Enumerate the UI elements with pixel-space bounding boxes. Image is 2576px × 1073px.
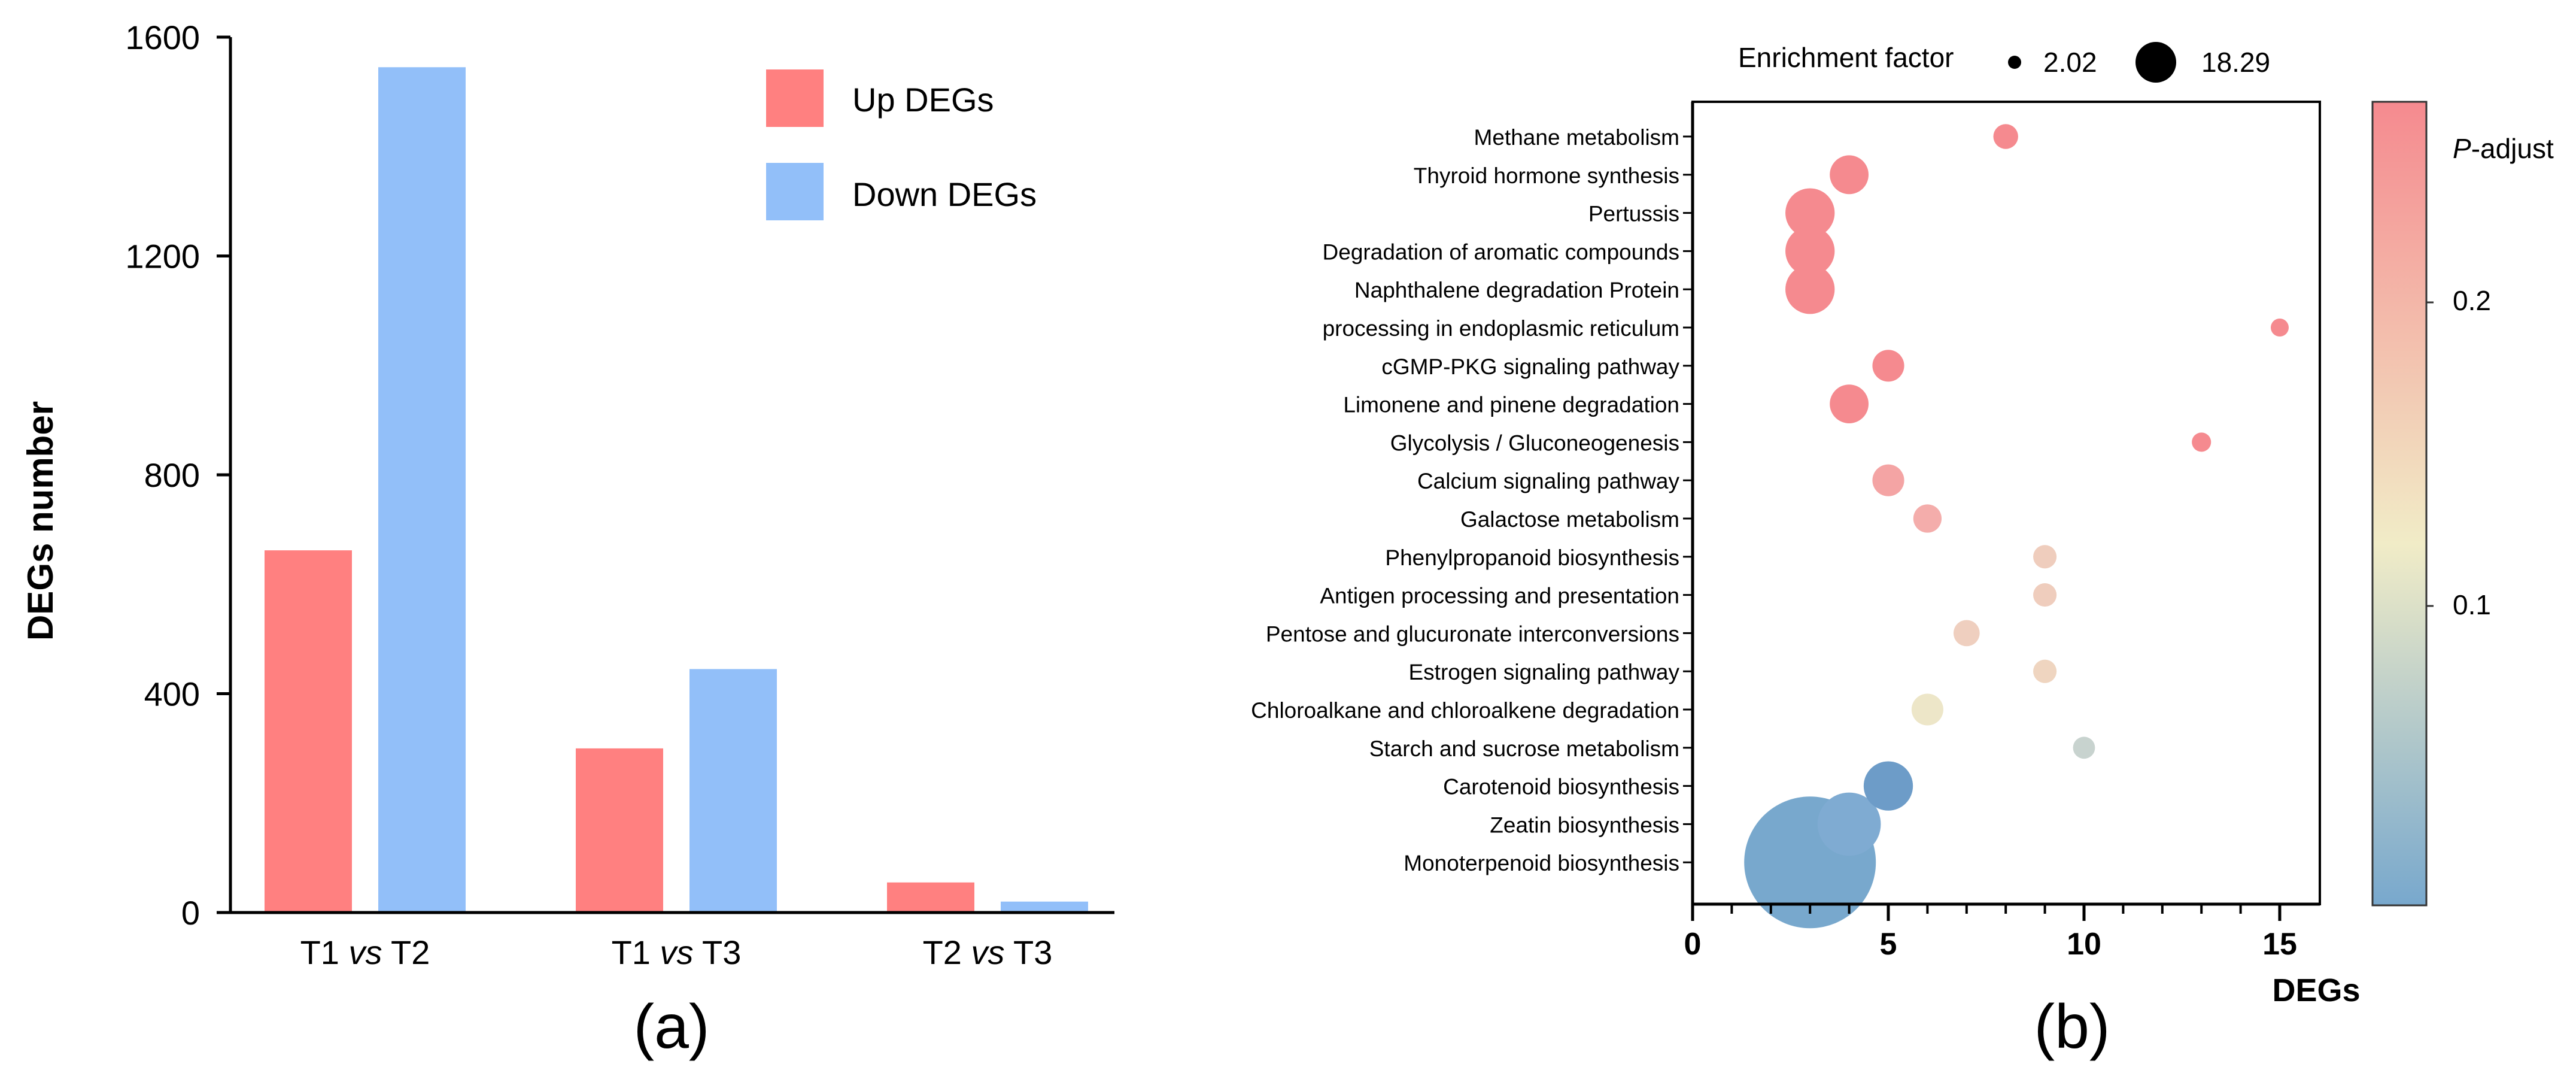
- y-tick-label: 0: [181, 894, 200, 932]
- bars: [265, 67, 1088, 913]
- bubble-12: [2033, 545, 2057, 569]
- x-tick-label: T1 vs T3: [612, 933, 742, 971]
- bubble-11: [1913, 504, 1942, 533]
- legend-swatch-down: [766, 163, 824, 220]
- x-tick-label: T2 vs T3: [923, 933, 1053, 971]
- pathway-label: Zeatin biosynthesis: [1490, 813, 1679, 837]
- x-label-vs: vs: [971, 933, 1005, 971]
- bar-up-3: [887, 882, 974, 913]
- bubble-2: [1830, 155, 1869, 195]
- x-label-right: T3: [694, 933, 742, 971]
- x-tick-label: 10: [2067, 927, 2101, 962]
- bubble-1: [1993, 124, 2018, 149]
- x-label-right: T2: [382, 933, 430, 971]
- pathway-label: Carotenoid biosynthesis: [1443, 775, 1679, 799]
- y-axis-ticks: 0 400 800 1200 1600: [125, 19, 230, 932]
- pathway-label: Calcium signaling pathway: [1417, 469, 1680, 493]
- x-tick-label: 5: [1880, 927, 1897, 962]
- pathway-label: Limonene and pinene degradation: [1343, 393, 1679, 417]
- bar-down-2: [689, 669, 777, 913]
- pathway-label: Thyroid hormone synthesis: [1414, 163, 1679, 188]
- bubble-19: [1817, 792, 1881, 856]
- x-tick-label: 0: [1684, 927, 1702, 962]
- panel-b-bubble-chart: Methane metabolism Thyroid hormone synthe…: [1251, 42, 2554, 1062]
- panel-label-a: (a): [633, 992, 709, 1062]
- bubble-16: [1911, 693, 1943, 726]
- x-label-left: T2: [923, 933, 971, 971]
- x-label-vs: vs: [349, 933, 382, 971]
- x-label-left: T1: [300, 933, 349, 971]
- legend-label-up: Up DEGs: [852, 81, 994, 119]
- colorbar-title-p: P: [2453, 133, 2471, 164]
- bubble-15: [2033, 659, 2057, 683]
- pathway-label: Estrogen signaling pathway: [1408, 660, 1679, 684]
- size-legend: Enrichment factor 2.02 18.29: [1738, 42, 2270, 83]
- plot-frame: [1691, 101, 2321, 905]
- size-legend-large-dot: [2135, 42, 2176, 83]
- x-label-right: T3: [1005, 933, 1053, 971]
- x-tick-label: T1 vs T2: [300, 933, 430, 971]
- bubbles: [1744, 124, 2289, 929]
- bubble-4: [1785, 226, 1835, 276]
- y-tick-label: 1200: [125, 238, 200, 275]
- size-legend-title: Enrichment factor: [1738, 42, 1954, 73]
- y-axis-label: DEGs number: [20, 401, 60, 641]
- x-label-vs: vs: [660, 933, 694, 971]
- bubble-9: [2192, 432, 2212, 452]
- colorbar: P-adjust 0.2 0.1: [2371, 101, 2554, 907]
- bubble-18: [1863, 761, 1913, 811]
- bubble-3: [1785, 188, 1835, 238]
- bubble-5: [1785, 265, 1835, 314]
- pathway-label: Naphthalene degradation Protein: [1354, 278, 1679, 302]
- pathway-label: Methane metabolism: [1474, 125, 1679, 150]
- bar-down-3: [1001, 901, 1088, 913]
- x-tick-label: 15: [2262, 927, 2297, 962]
- bubble-14: [1953, 620, 1980, 647]
- pathway-label: Pertussis: [1588, 202, 1679, 226]
- size-legend-min: 2.02: [2043, 47, 2097, 78]
- pathway-label: Phenylpropanoid biosynthesis: [1385, 545, 1679, 570]
- bubble-8: [1830, 384, 1869, 424]
- x-axis-label: DEGs: [2272, 972, 2360, 1008]
- bubble-17: [2073, 736, 2095, 759]
- y-tick-label: 1600: [125, 19, 200, 56]
- colorbar-tick-02: 0.2: [2453, 285, 2491, 316]
- pathway-label: Glycolysis / Gluconeogenesis: [1390, 431, 1679, 455]
- bubble-13: [2033, 583, 2057, 607]
- legend-label-down: Down DEGs: [852, 175, 1037, 213]
- pathway-label: Galactose metabolism: [1460, 507, 1679, 532]
- bar-up-2: [576, 748, 663, 913]
- pathway-label: Antigen processing and presentation: [1320, 584, 1679, 608]
- pathway-label: Degradation of aromatic compounds: [1323, 240, 1679, 264]
- bubble-6: [2271, 319, 2289, 337]
- colorbar-tick-01: 0.1: [2453, 589, 2491, 620]
- colorbar-title: P-adjust: [2453, 133, 2554, 164]
- pathway-label: Pentose and glucuronate interconversions: [1266, 622, 1679, 646]
- colorbar-gradient: [2371, 101, 2428, 907]
- bar-up-1: [265, 550, 352, 913]
- pathway-label: Chloroalkane and chloroalkene degradatio…: [1251, 698, 1679, 723]
- x-axis-ticks: 0 5 10 15: [1684, 904, 2297, 962]
- x-axis-labels: T1 vs T2 T1 vs T3 T2 vs T3: [300, 933, 1053, 971]
- bubble-10: [1872, 464, 1904, 496]
- pathway-label: processing in endoplasmic reticulum: [1323, 316, 1679, 341]
- pathway-label: Starch and sucrose metabolism: [1369, 736, 1679, 761]
- colorbar-title-rest: -adjust: [2471, 133, 2554, 164]
- x-label-left: T1: [612, 933, 660, 971]
- pathway-label: Monoterpenoid biosynthesis: [1404, 851, 1679, 875]
- legend: Up DEGs Down DEGs: [766, 69, 1037, 220]
- size-legend-max: 18.29: [2201, 47, 2270, 78]
- legend-swatch-up: [766, 69, 824, 127]
- bar-down-1: [378, 67, 466, 913]
- bubble-7: [1872, 350, 1904, 382]
- y-tick-label: 800: [144, 456, 200, 494]
- pathway-label: cGMP-PKG signaling pathway: [1381, 354, 1679, 379]
- pathway-labels: Methane metabolism Thyroid hormone synthe…: [1251, 125, 1693, 875]
- panel-label-b: (b): [2034, 992, 2110, 1062]
- y-tick-label: 400: [144, 675, 200, 713]
- size-legend-small-dot: [2008, 56, 2021, 69]
